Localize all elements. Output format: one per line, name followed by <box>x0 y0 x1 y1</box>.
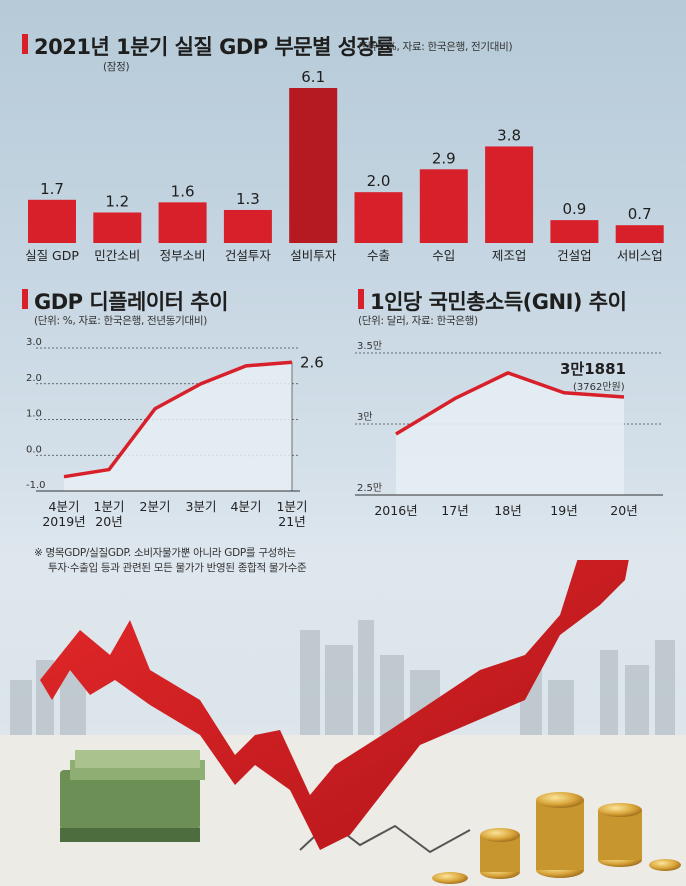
money-stack <box>60 750 205 842</box>
gold-coins <box>432 792 681 884</box>
series-line <box>395 371 625 436</box>
gni-area-chart: 3.5만 3만 2.5만 2016년 17년 18년 19년 20년 <box>355 340 663 518</box>
gni-latest-label: 3만1881 <box>560 360 626 378</box>
deflator-chart-title: GDP 디플레이터 추이 <box>34 290 228 314</box>
bar-category-label: 건설업 <box>557 248 592 263</box>
bar-value-label: 2.9 <box>432 149 456 167</box>
y-tick-label: 3.5만 <box>357 340 382 352</box>
x-tick-label: 1분기 <box>94 499 125 514</box>
y-tick-label: -1.0 <box>26 480 46 491</box>
x-tick-label: 3분기 <box>186 499 217 514</box>
footnote-line-1: ※ 명목GDP/실질GDP. 소비자물가뿐 아니라 GDP를 구성하는 <box>34 547 296 559</box>
gni-chart-title: 1인당 국민총소득(GNI) 추이 <box>370 290 627 314</box>
gni-source-note: (단위: 달러, 자료: 한국은행) <box>358 315 478 327</box>
y-tick-label: 0.0 <box>26 444 42 455</box>
last-value-label: 2.6 <box>300 353 324 371</box>
bar-category-label: 건설투자 <box>225 248 272 263</box>
x-tick-label: 20년 <box>95 514 122 529</box>
series-line <box>63 360 293 479</box>
x-tick-label: 20년 <box>610 503 637 518</box>
y-tick-label: 3만 <box>357 411 373 423</box>
gdp-bar-chart: 1.7 실질 GDP 1.2 민간소비 1.6 정부소비 1.3 건설투자 6.1 설비투자 2.0… <box>25 70 664 263</box>
bar <box>93 212 142 243</box>
bar-category-label: 정부소비 <box>160 248 206 263</box>
bar-value-label: 1.3 <box>236 190 260 208</box>
x-tick-label: 17년 <box>441 503 468 518</box>
title-marker <box>358 289 364 309</box>
bar <box>615 225 664 243</box>
bar-category-label: 설비투자 <box>290 248 337 263</box>
title-marker <box>22 289 28 309</box>
bar-value-label: 0.7 <box>628 205 652 223</box>
bar-value-label: 2.0 <box>367 172 391 190</box>
bar-category-label: 실질 GDP <box>25 248 79 263</box>
y-tick-label: 1.0 <box>26 409 42 420</box>
bar <box>354 192 403 243</box>
x-tick-label: 18년 <box>494 503 521 518</box>
footnote-line-2: 투자·수출입 등과 관련된 모든 물가가 반영된 종합적 물가수준 <box>48 562 307 574</box>
bar-category-label: 서비스업 <box>617 248 663 263</box>
bar-value-label: 6.1 <box>301 70 325 86</box>
area-fill <box>64 362 292 491</box>
x-tick-label: 2분기 <box>140 499 171 514</box>
x-tick-label: 21년 <box>278 514 305 529</box>
bar <box>550 220 599 243</box>
title-marker <box>22 34 28 54</box>
x-tick-label: 4분기 <box>49 499 80 514</box>
bar-category-label: 제조업 <box>492 248 527 263</box>
gdp-chart-title: 2021년 1분기 실질 GDP 부문별 성장률 <box>34 35 395 59</box>
bar-category-label: 민간소비 <box>94 248 140 263</box>
x-tick-label: 2016년 <box>374 503 417 518</box>
bar <box>28 199 76 243</box>
bar <box>419 169 468 243</box>
bar <box>485 146 534 243</box>
x-tick-label: 4분기 <box>231 499 262 514</box>
bar-category-label: 수출 <box>367 248 390 263</box>
gdp-provisional-tag: (잠정) <box>103 61 130 73</box>
bar <box>223 209 272 243</box>
bar-category-label: 수입 <box>432 248 455 263</box>
bar-value-label: 0.9 <box>562 200 586 218</box>
gdp-source-note: (단위: %, 자료: 한국은행, 전기대비) <box>358 41 513 53</box>
bar <box>158 202 207 243</box>
x-tick-label: 19년 <box>550 503 577 518</box>
y-tick-label: 2.0 <box>26 373 42 384</box>
y-tick-label: 3.0 <box>26 337 42 348</box>
bar-value-label: 1.2 <box>105 193 129 211</box>
bar-value-label: 3.8 <box>497 126 521 144</box>
bar-value-label: 1.7 <box>40 180 64 198</box>
bar-value-label: 1.6 <box>171 182 195 200</box>
deflator-source-note: (단위: %, 자료: 한국은행, 전년동기대비) <box>34 315 208 327</box>
x-tick-label: 2019년 <box>42 514 85 529</box>
x-tick-label: 1분기 <box>277 499 308 514</box>
gni-latest-sublabel: (3762만원) <box>573 382 625 393</box>
y-tick-label: 2.5만 <box>357 482 382 494</box>
area-fill <box>396 372 624 495</box>
red-arrow <box>40 560 629 850</box>
decorative-scene <box>0 560 686 886</box>
bar <box>289 88 338 243</box>
